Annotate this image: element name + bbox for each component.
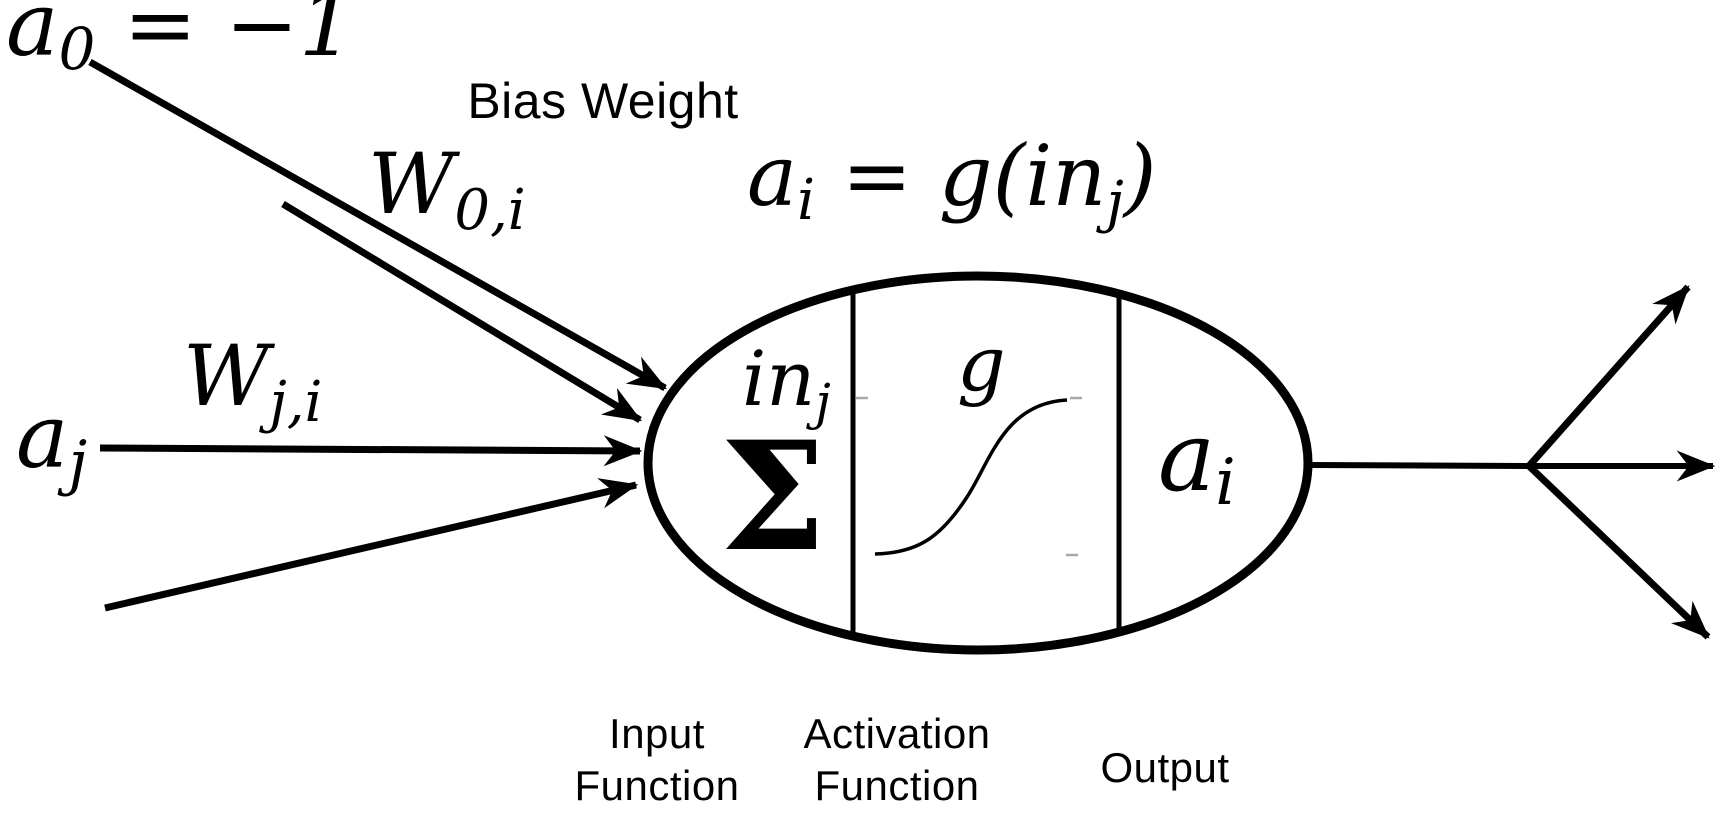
input-activation-label: aj	[16, 385, 87, 498]
output-activation-label: ai	[1158, 401, 1236, 520]
input-function-caption-line1: Input	[609, 710, 705, 757]
activation-g-label: g	[957, 319, 1006, 408]
output-equation-label: ai = g(inj)	[747, 127, 1156, 235]
input-arrow-aj	[99, 435, 643, 467]
input-arrow-4	[104, 478, 639, 612]
output-caption: Output	[1100, 744, 1229, 791]
bias-weight-caption: Bias Weight	[467, 73, 738, 129]
bias-weight-label: W0,i	[368, 135, 526, 243]
net-input-label: inj	[742, 334, 831, 431]
output-branch-up-arrow	[1526, 284, 1691, 469]
output-line	[1307, 462, 1532, 469]
activation-function-caption-line1: Activation	[803, 710, 990, 757]
neuron-body-ellipse	[643, 271, 1313, 655]
summation-symbol: Σ	[720, 409, 826, 585]
link-weight-label: Wj,i	[183, 327, 322, 435]
input-function-caption-line2: Function	[574, 762, 739, 809]
bias-input-arrow	[88, 58, 668, 392]
bias-input-label: a0 = −1	[6, 0, 355, 83]
output-branch-down-arrow	[1526, 463, 1711, 640]
input-arrow-2	[281, 201, 642, 423]
sigmoid-curve-icon	[874, 398, 1068, 556]
activation-function-caption-line2: Function	[814, 762, 979, 809]
